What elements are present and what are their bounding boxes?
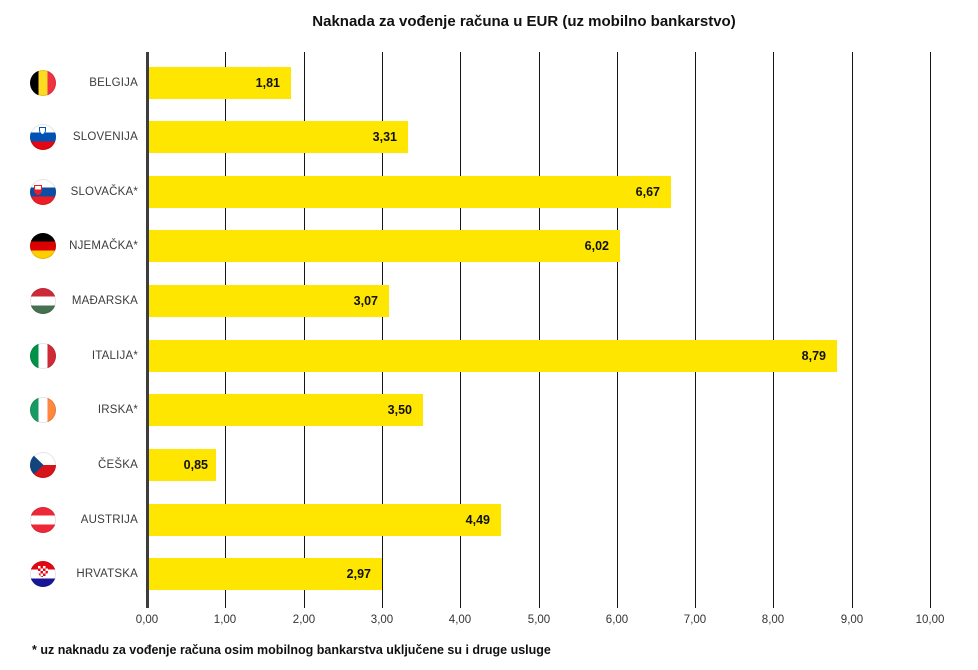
x-tick-label: 1,00 — [213, 614, 237, 626]
vertical-gridline — [852, 52, 853, 608]
vertical-gridline — [382, 52, 383, 608]
category-label: AUSTRIJA — [80, 514, 138, 526]
belgium-flag-icon — [30, 70, 56, 96]
bar-value-label: 6,02 — [584, 239, 609, 253]
ireland-flag-icon — [30, 397, 56, 423]
bar-hrvatska: 2,97 — [149, 558, 382, 590]
y-axis-line — [146, 52, 149, 608]
bar-value-label: 2,97 — [346, 567, 371, 581]
vertical-gridline — [539, 52, 540, 608]
bar-maarska: 3,07 — [149, 285, 389, 317]
category-label: BELGIJA — [89, 77, 138, 89]
flag-emblem — [30, 452, 44, 478]
category-label: SLOVAČKA* — [70, 186, 138, 198]
bar-value-label: 0,85 — [183, 458, 208, 472]
footnote: * uz naknadu za vođenje računa osim mobi… — [32, 643, 551, 657]
bar-value-label: 3,50 — [387, 403, 412, 417]
vertical-gridline — [460, 52, 461, 608]
category-label: HRVATSKA — [76, 568, 138, 580]
flag-emblem — [34, 184, 43, 195]
bar-belgija: 1,81 — [149, 67, 291, 99]
vertical-gridline — [930, 52, 931, 608]
vertical-gridline — [773, 52, 774, 608]
bar-value-label: 1,81 — [255, 76, 280, 90]
flag-emblem — [38, 565, 48, 577]
category-label: SLOVENIJA — [72, 131, 138, 143]
vertical-gridline — [617, 52, 618, 608]
austria-flag-icon — [30, 507, 56, 533]
x-tick-label: 6,00 — [605, 614, 629, 626]
bar-eka: 0,85 — [149, 449, 216, 481]
vertical-gridline — [695, 52, 696, 608]
chart-title: Naknada za vođenje računa u EUR (uz mobi… — [312, 13, 736, 30]
category-label: ČEŠKA — [98, 459, 138, 471]
x-tick-label: 2,00 — [292, 614, 316, 626]
slovenia-flag-icon — [30, 124, 56, 150]
flag-emblem — [38, 127, 46, 136]
vertical-gridline — [225, 52, 226, 608]
bar-value-label: 6,67 — [635, 185, 660, 199]
croatia-flag-icon — [30, 561, 56, 587]
x-tick-label: 0,00 — [135, 614, 159, 626]
bar-irska: 3,50 — [149, 394, 423, 426]
italy-flag-icon — [30, 343, 56, 369]
category-label: IRSKA* — [97, 404, 138, 416]
category-label: ITALIJA* — [91, 350, 138, 362]
plot-area: 1,81 3,31 6,67 6,02 3,07 8,79 3,50 0,85 4,49 2,97 — [146, 52, 931, 608]
bar-value-label: 4,49 — [465, 513, 490, 527]
bar-italija: 8,79 — [149, 340, 837, 372]
x-tick-label: 8,00 — [761, 614, 785, 626]
category-label: MAĐARSKA — [71, 295, 138, 307]
x-tick-label: 3,00 — [370, 614, 394, 626]
vertical-gridline — [304, 52, 305, 608]
x-tick-label: 5,00 — [527, 614, 551, 626]
bar-njemaka: 6,02 — [149, 230, 620, 262]
category-label: NJEMAČKA* — [69, 240, 138, 252]
x-tick-label: 7,00 — [683, 614, 707, 626]
x-tick-label: 10,00 — [915, 614, 945, 626]
bar-value-label: 8,79 — [801, 349, 826, 363]
bar-value-label: 3,07 — [353, 294, 378, 308]
bar-slovenija: 3,31 — [149, 121, 408, 153]
germany-flag-icon — [30, 233, 56, 259]
x-tick-label: 4,00 — [448, 614, 472, 626]
x-tick-label: 9,00 — [840, 614, 864, 626]
hungary-flag-icon — [30, 288, 56, 314]
bar-slovaka: 6,67 — [149, 176, 671, 208]
slovakia-flag-icon — [30, 179, 56, 205]
czechia-flag-icon — [30, 452, 56, 478]
bar-austrija: 4,49 — [149, 504, 501, 536]
bar-value-label: 3,31 — [372, 130, 397, 144]
